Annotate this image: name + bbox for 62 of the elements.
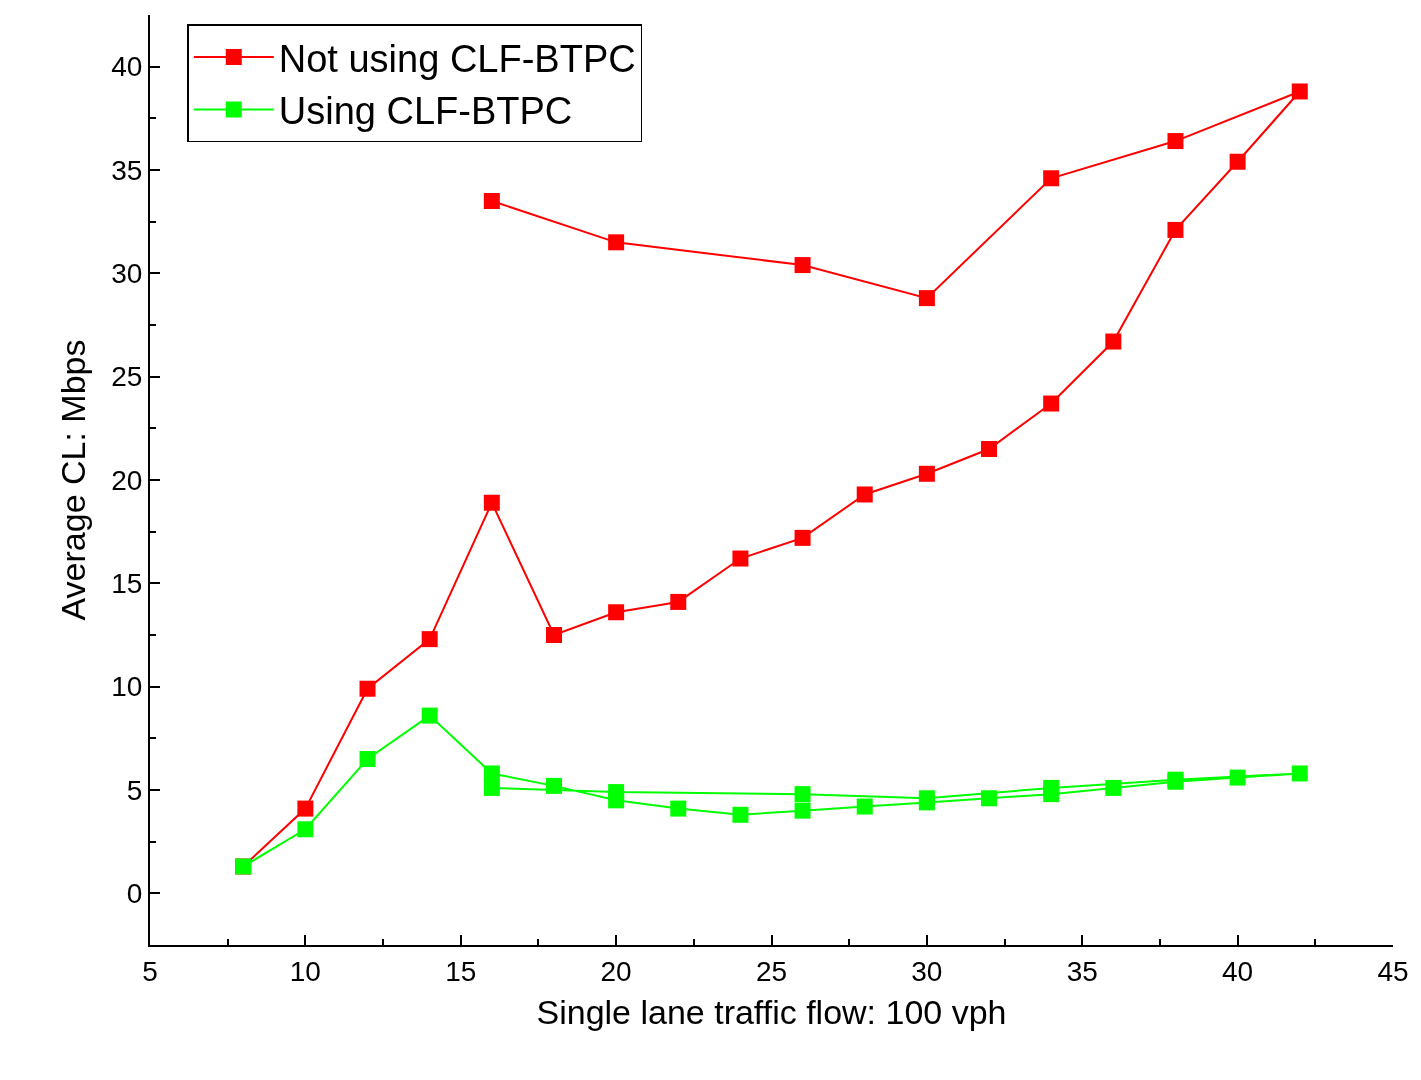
y-axis-title: Average CL: Mbps xyxy=(54,339,93,621)
point xyxy=(297,800,314,817)
x-tick-label: 15 xyxy=(445,955,477,987)
x-tick-label: 30 xyxy=(911,955,943,987)
point xyxy=(1043,170,1060,187)
x-tick-label: 35 xyxy=(1066,955,1098,987)
point xyxy=(608,234,625,251)
point xyxy=(981,441,998,457)
x-axis-title: Single lane traffic flow: 100 vph xyxy=(536,993,1007,1032)
point xyxy=(981,790,998,807)
point xyxy=(1105,333,1122,350)
y-tick-label: 15 xyxy=(111,568,143,600)
point xyxy=(794,786,811,803)
legend-label: Using CLF-BTPC xyxy=(278,90,573,133)
point xyxy=(732,806,749,823)
point xyxy=(1291,765,1308,782)
point xyxy=(608,784,625,801)
point xyxy=(794,802,811,819)
point xyxy=(670,800,687,817)
point xyxy=(918,290,935,307)
y-tick-label: 40 xyxy=(111,51,143,83)
point xyxy=(421,631,438,648)
point xyxy=(1043,779,1060,796)
point xyxy=(732,550,749,567)
x-tick-label: 40 xyxy=(1222,955,1254,987)
point xyxy=(856,486,873,503)
x-tick-label: 25 xyxy=(755,955,788,987)
point xyxy=(1229,769,1246,786)
point xyxy=(359,680,376,697)
y-tick-label: 5 xyxy=(126,774,143,806)
point xyxy=(794,257,811,274)
y-tick-label: 10 xyxy=(111,671,143,703)
point xyxy=(483,494,500,511)
point xyxy=(1291,83,1308,100)
point xyxy=(1167,221,1184,238)
point xyxy=(918,465,935,482)
y-tick-label: 0 xyxy=(126,878,143,910)
point xyxy=(670,593,687,610)
point xyxy=(794,529,811,546)
x-tick-label: 45 xyxy=(1377,955,1409,987)
point xyxy=(297,821,314,838)
point xyxy=(1105,779,1122,796)
y-tick-label: 20 xyxy=(111,464,143,496)
x-tick-label: 20 xyxy=(600,955,632,987)
point xyxy=(1043,395,1060,412)
y-tick-label: 30 xyxy=(111,258,143,290)
point xyxy=(483,193,500,209)
point xyxy=(545,627,562,643)
point xyxy=(918,790,935,807)
y-tick-label: 25 xyxy=(111,361,143,393)
legend-label: Not using CLF-BTPC xyxy=(278,37,636,80)
point xyxy=(545,777,562,794)
point xyxy=(1167,133,1184,150)
point xyxy=(421,707,438,724)
point xyxy=(483,779,500,796)
y-tick-label: 35 xyxy=(111,154,143,186)
point xyxy=(856,798,873,815)
point xyxy=(1229,153,1246,170)
x-tick-label: 10 xyxy=(289,955,321,987)
point xyxy=(483,765,500,782)
point xyxy=(359,751,376,767)
point xyxy=(608,604,625,621)
